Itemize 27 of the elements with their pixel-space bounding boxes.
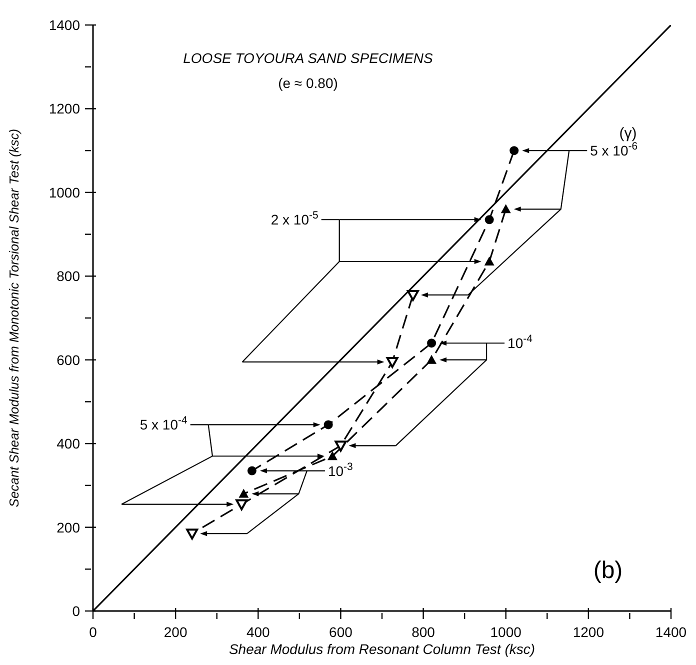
x-axis-title: Shear Modulus from Resonant Column Test (ksc) — [228, 641, 536, 657]
x-tick-label: 600 — [329, 624, 353, 640]
x-tick-label: 800 — [412, 624, 436, 640]
text: (e ≈ 0.80) — [278, 75, 338, 91]
annotation: 5 x 10$^{-4}$ — [140, 414, 188, 433]
x-tick-label: 200 — [164, 624, 188, 640]
text: LOOSE TOYOURA SAND SPECIMENS — [183, 50, 434, 66]
annotation: (γ) — [619, 125, 637, 142]
y-tick-label: 800 — [56, 268, 80, 284]
x-tick-label: 1400 — [655, 624, 687, 640]
x-tick-label: 400 — [246, 624, 270, 640]
annotation: 5 x 10$^{-6}$ — [590, 140, 638, 159]
annotation: 2 x 10$^{-5}$ — [270, 210, 318, 228]
y-tick-label: 1200 — [48, 100, 80, 117]
x-tick-label: 1200 — [572, 624, 604, 640]
x-tick-label: 1000 — [490, 624, 522, 640]
y-tick-label: 0 — [72, 603, 80, 619]
y-axis-title: Secant Shear Modulus from Monotonic Torsional Shear Test (ksc) — [6, 128, 22, 508]
y-tick-label: 400 — [56, 436, 80, 452]
y-tick-label: 200 — [56, 519, 80, 536]
y-tick-label: 1400 — [48, 17, 80, 33]
annotation: 10$^{-4}$ — [508, 333, 533, 352]
y-tick-label: 600 — [56, 352, 80, 368]
annotation: 10$^{-3}$ — [328, 460, 354, 479]
y-tick-label: 1000 — [48, 184, 80, 200]
annotation: (b) — [593, 557, 623, 584]
x-tick-label: 0 — [89, 624, 98, 640]
